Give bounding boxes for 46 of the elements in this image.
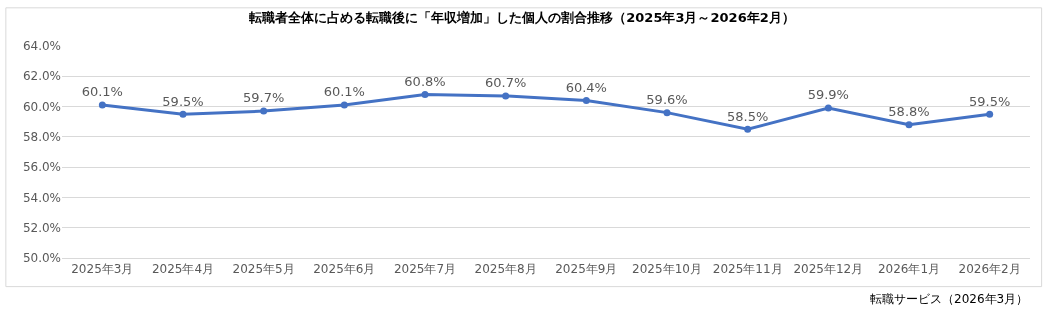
- data-label: 60.4%: [565, 79, 607, 95]
- data-label: 60.7%: [485, 75, 527, 91]
- x-tick-label: 2025年11月: [712, 262, 783, 277]
- x-tick-label: 2025年9月: [555, 262, 618, 277]
- x-tick-label: 2026年1月: [877, 262, 941, 277]
- data-label: 60.1%: [323, 84, 365, 100]
- data-label: 59.7%: [243, 90, 285, 106]
- data-label: 59.5%: [969, 93, 1011, 109]
- x-tick-label: 2025年12月: [793, 262, 864, 277]
- data-label: 60.1%: [81, 84, 123, 100]
- point: [582, 97, 590, 105]
- y-tick-label: 62.0%: [22, 69, 61, 84]
- point: [340, 101, 348, 109]
- point: [986, 110, 994, 118]
- x-tick-label: 2026年2月: [958, 262, 1021, 277]
- data-label: 58.8%: [888, 104, 930, 120]
- y-tick-label: 64.0%: [22, 39, 61, 54]
- data-label: 59.9%: [807, 87, 849, 103]
- data-label: 58.5%: [727, 108, 769, 124]
- point: [905, 121, 913, 129]
- point: [502, 92, 510, 100]
- point: [260, 107, 268, 115]
- point: [98, 101, 106, 109]
- chart-title: 転職者全体に占める転職後に「年収増加」した個人の割合推移（2025年3月～2026年2月）: [248, 9, 795, 25]
- data-label: 60.8%: [404, 73, 446, 89]
- y-tick-label: 50.0%: [22, 251, 61, 266]
- x-tick-label: 2025年7月: [393, 262, 457, 277]
- point: [663, 109, 671, 117]
- data-label: 59.5%: [162, 93, 204, 109]
- point: [421, 90, 429, 98]
- point: [744, 125, 752, 133]
- y-tick-label: 52.0%: [22, 220, 61, 235]
- text: 転職サービス（2026年3月）: [870, 292, 1029, 306]
- x-tick-label: 2025年3月: [71, 262, 134, 277]
- y-tick-label: 54.0%: [22, 190, 61, 205]
- point: [179, 110, 187, 118]
- x-tick-label: 2025年5月: [232, 262, 295, 277]
- point: [824, 104, 832, 112]
- x-tick-label: 2025年10月: [632, 262, 702, 277]
- y-tick-label: 56.0%: [22, 160, 61, 175]
- data-label: 59.6%: [646, 92, 688, 107]
- x-tick-label: 2025年6月: [313, 262, 376, 277]
- x-tick-label: 2025年8月: [474, 262, 537, 277]
- y-tick-label: 58.0%: [22, 130, 61, 145]
- y-tick-label: 60.0%: [22, 99, 61, 114]
- x-tick-label: 2025年4月: [151, 262, 215, 277]
